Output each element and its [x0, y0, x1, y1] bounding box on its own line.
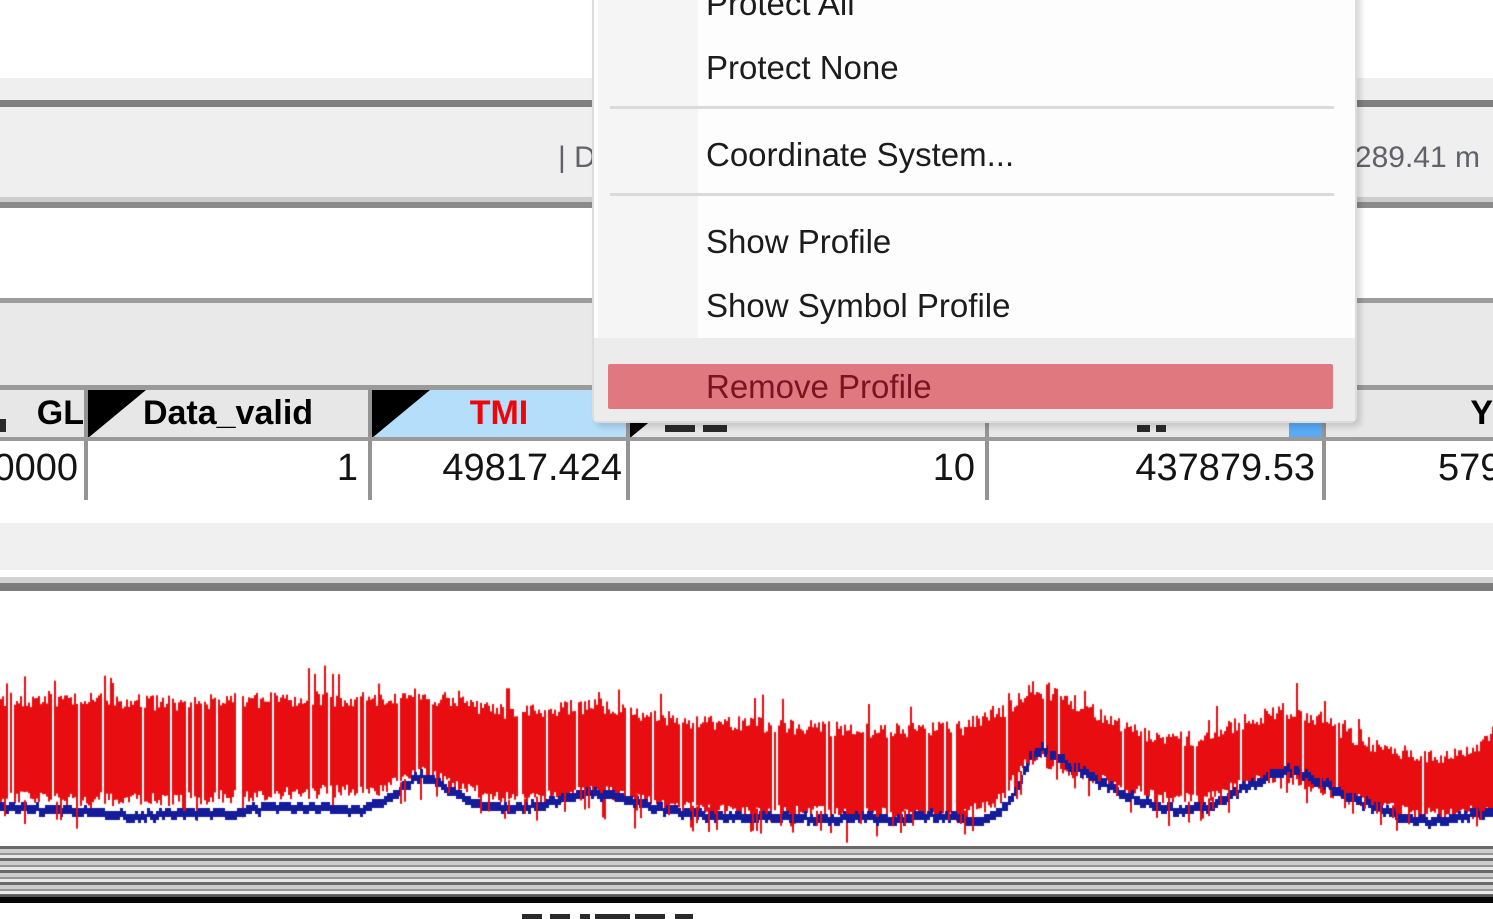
context-menu: Protect All Protect None Coordinate System… — [592, 0, 1357, 423]
clipped-label-sliver — [595, 914, 630, 919]
menu-item-remove-profile[interactable]: Remove Profile — [608, 364, 1333, 409]
cell-value-1[interactable]: 1 — [336, 447, 358, 489]
clipped-label-sliver — [522, 914, 542, 919]
profile-baseline-bar — [0, 897, 1493, 903]
clipped-label-sliver — [635, 914, 665, 919]
menu-separator — [610, 106, 1334, 109]
clipped-header-text-fragment — [1137, 425, 1150, 432]
divider-bar — [0, 583, 1493, 591]
status-left-fragment: | D — [558, 141, 596, 174]
protected-channel-triangle-icon — [88, 390, 146, 438]
menu-item-show-symbol-profile[interactable]: Show Symbol Profile — [706, 287, 1011, 324]
column-gridline — [985, 390, 989, 500]
clipped-label-sliver — [580, 914, 590, 919]
menu-separator — [610, 193, 1334, 196]
menu-highlight-zone: Remove Profile — [594, 338, 1355, 421]
clipped-header-text-fragment — [1156, 425, 1166, 432]
selected-header-marker — [1289, 423, 1322, 437]
status-right-fragment: 289.41 m — [1354, 141, 1480, 174]
clipped-label-sliver — [550, 914, 570, 919]
menu-item-protect-none[interactable]: Protect None — [706, 49, 899, 86]
fiducial-stripe-track — [0, 846, 1493, 895]
clipped-label-sliver — [675, 914, 693, 919]
table-header-underline — [0, 437, 1493, 441]
clipped-header-letter-fragment — [0, 419, 6, 432]
menu-item-coordinate-system-[interactable]: Coordinate System... — [706, 136, 1015, 173]
cell-value-3[interactable]: 10 — [932, 447, 975, 489]
column-gridline — [626, 390, 630, 500]
track-border — [0, 895, 1493, 897]
panel-band — [0, 523, 1493, 570]
menu-item-show-profile[interactable]: Show Profile — [706, 223, 892, 260]
column-gridline — [84, 390, 88, 500]
cell-value-0[interactable]: 0000 — [0, 447, 78, 489]
protected-channel-triangle-icon — [372, 390, 430, 438]
cell-value-2[interactable]: 49817.424 — [442, 447, 622, 489]
cell-value-4[interactable]: 437879.53 — [1135, 447, 1315, 489]
column-gridline — [1322, 390, 1326, 500]
divider-line — [0, 577, 1493, 583]
clipped-header-text-fragment — [703, 425, 727, 432]
profile-chart[interactable] — [0, 628, 1493, 858]
cell-value-5[interactable]: 579 — [1438, 447, 1493, 489]
column-gridline — [368, 390, 372, 500]
menu-item-protect-all[interactable]: Protect All — [706, 0, 855, 22]
clipped-header-text-fragment — [665, 425, 695, 432]
